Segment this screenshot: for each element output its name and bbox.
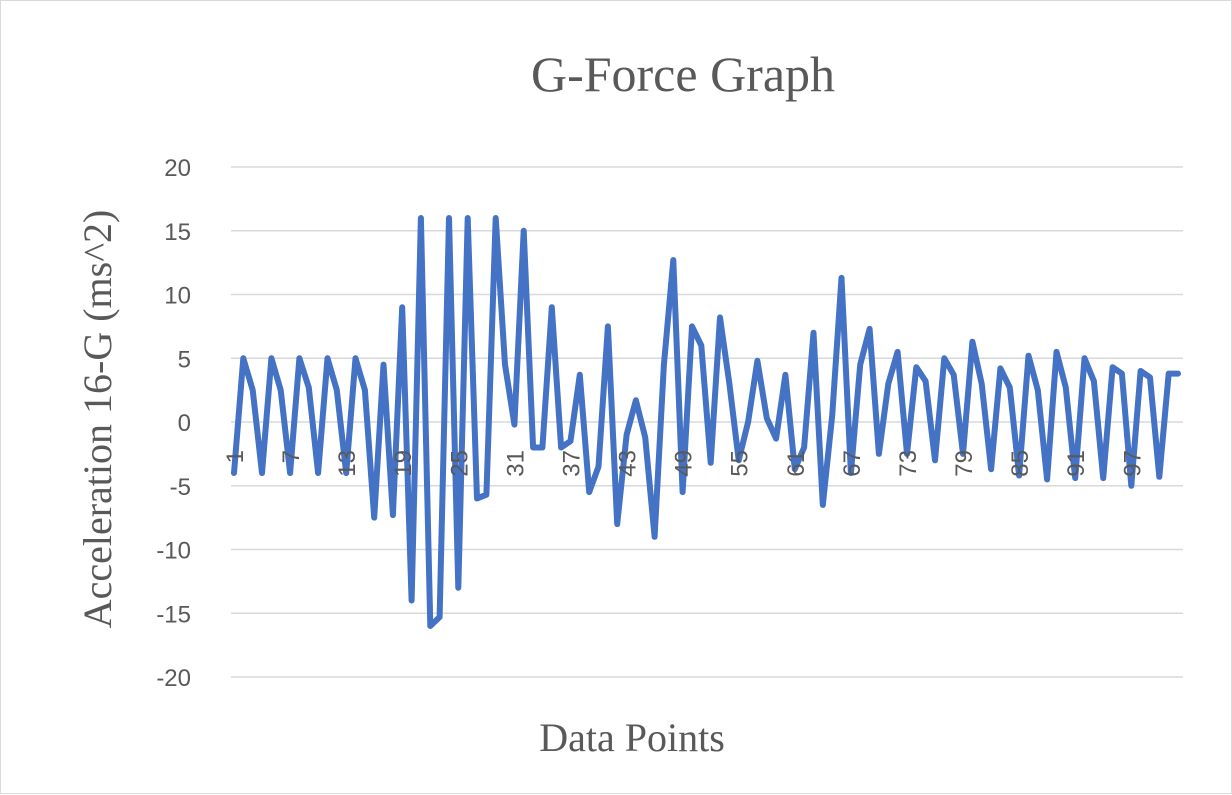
y-tick-label: 15 xyxy=(164,219,191,246)
y-tick-label: -10 xyxy=(156,538,191,565)
series-line-layer xyxy=(231,215,1181,629)
x-tick-label: 61 xyxy=(783,450,810,477)
y-tick-label: 0 xyxy=(178,410,191,437)
x-tick-label: 19 xyxy=(390,450,417,477)
x-tick-label: 55 xyxy=(727,450,754,477)
chart-title: G-Force Graph xyxy=(531,46,835,102)
x-tick-label: 1 xyxy=(222,450,249,463)
y-tick-label: -20 xyxy=(156,665,191,692)
x-tick-label: 7 xyxy=(278,450,305,463)
y-tick-label: 5 xyxy=(178,346,191,373)
x-tick-label: 91 xyxy=(1063,450,1090,477)
x-tick-label: 79 xyxy=(951,450,978,477)
y-axis-title: Acceleration 16-G (ms^2) xyxy=(75,210,120,629)
x-tick-label: 43 xyxy=(615,450,642,477)
x-tick-labels: 1 7 13 19 25 31 37 43 49 55 61 67 73 79 85 91 97 xyxy=(222,450,1146,477)
x-tick-label: 73 xyxy=(895,450,922,477)
x-tick-label: 85 xyxy=(1007,450,1034,477)
x-tick-label: 97 xyxy=(1119,450,1146,477)
x-tick-label: 49 xyxy=(671,450,698,477)
y-tick-label: -5 xyxy=(170,474,191,501)
y-tick-labels: 20 15 10 5 0 -5 -10 -15 -20 xyxy=(156,155,191,692)
x-tick-label: 31 xyxy=(502,450,529,477)
x-tick-label: 25 xyxy=(446,450,473,477)
series-line xyxy=(231,215,1181,629)
y-tick-label: -15 xyxy=(156,601,191,628)
x-tick-label: 37 xyxy=(559,450,586,477)
y-tick-label: 20 xyxy=(164,155,191,182)
x-tick-label: 67 xyxy=(839,450,866,477)
x-axis-title: Data Points xyxy=(539,715,725,760)
x-tick-label: 13 xyxy=(334,450,361,477)
y-tick-label: 10 xyxy=(164,283,191,310)
